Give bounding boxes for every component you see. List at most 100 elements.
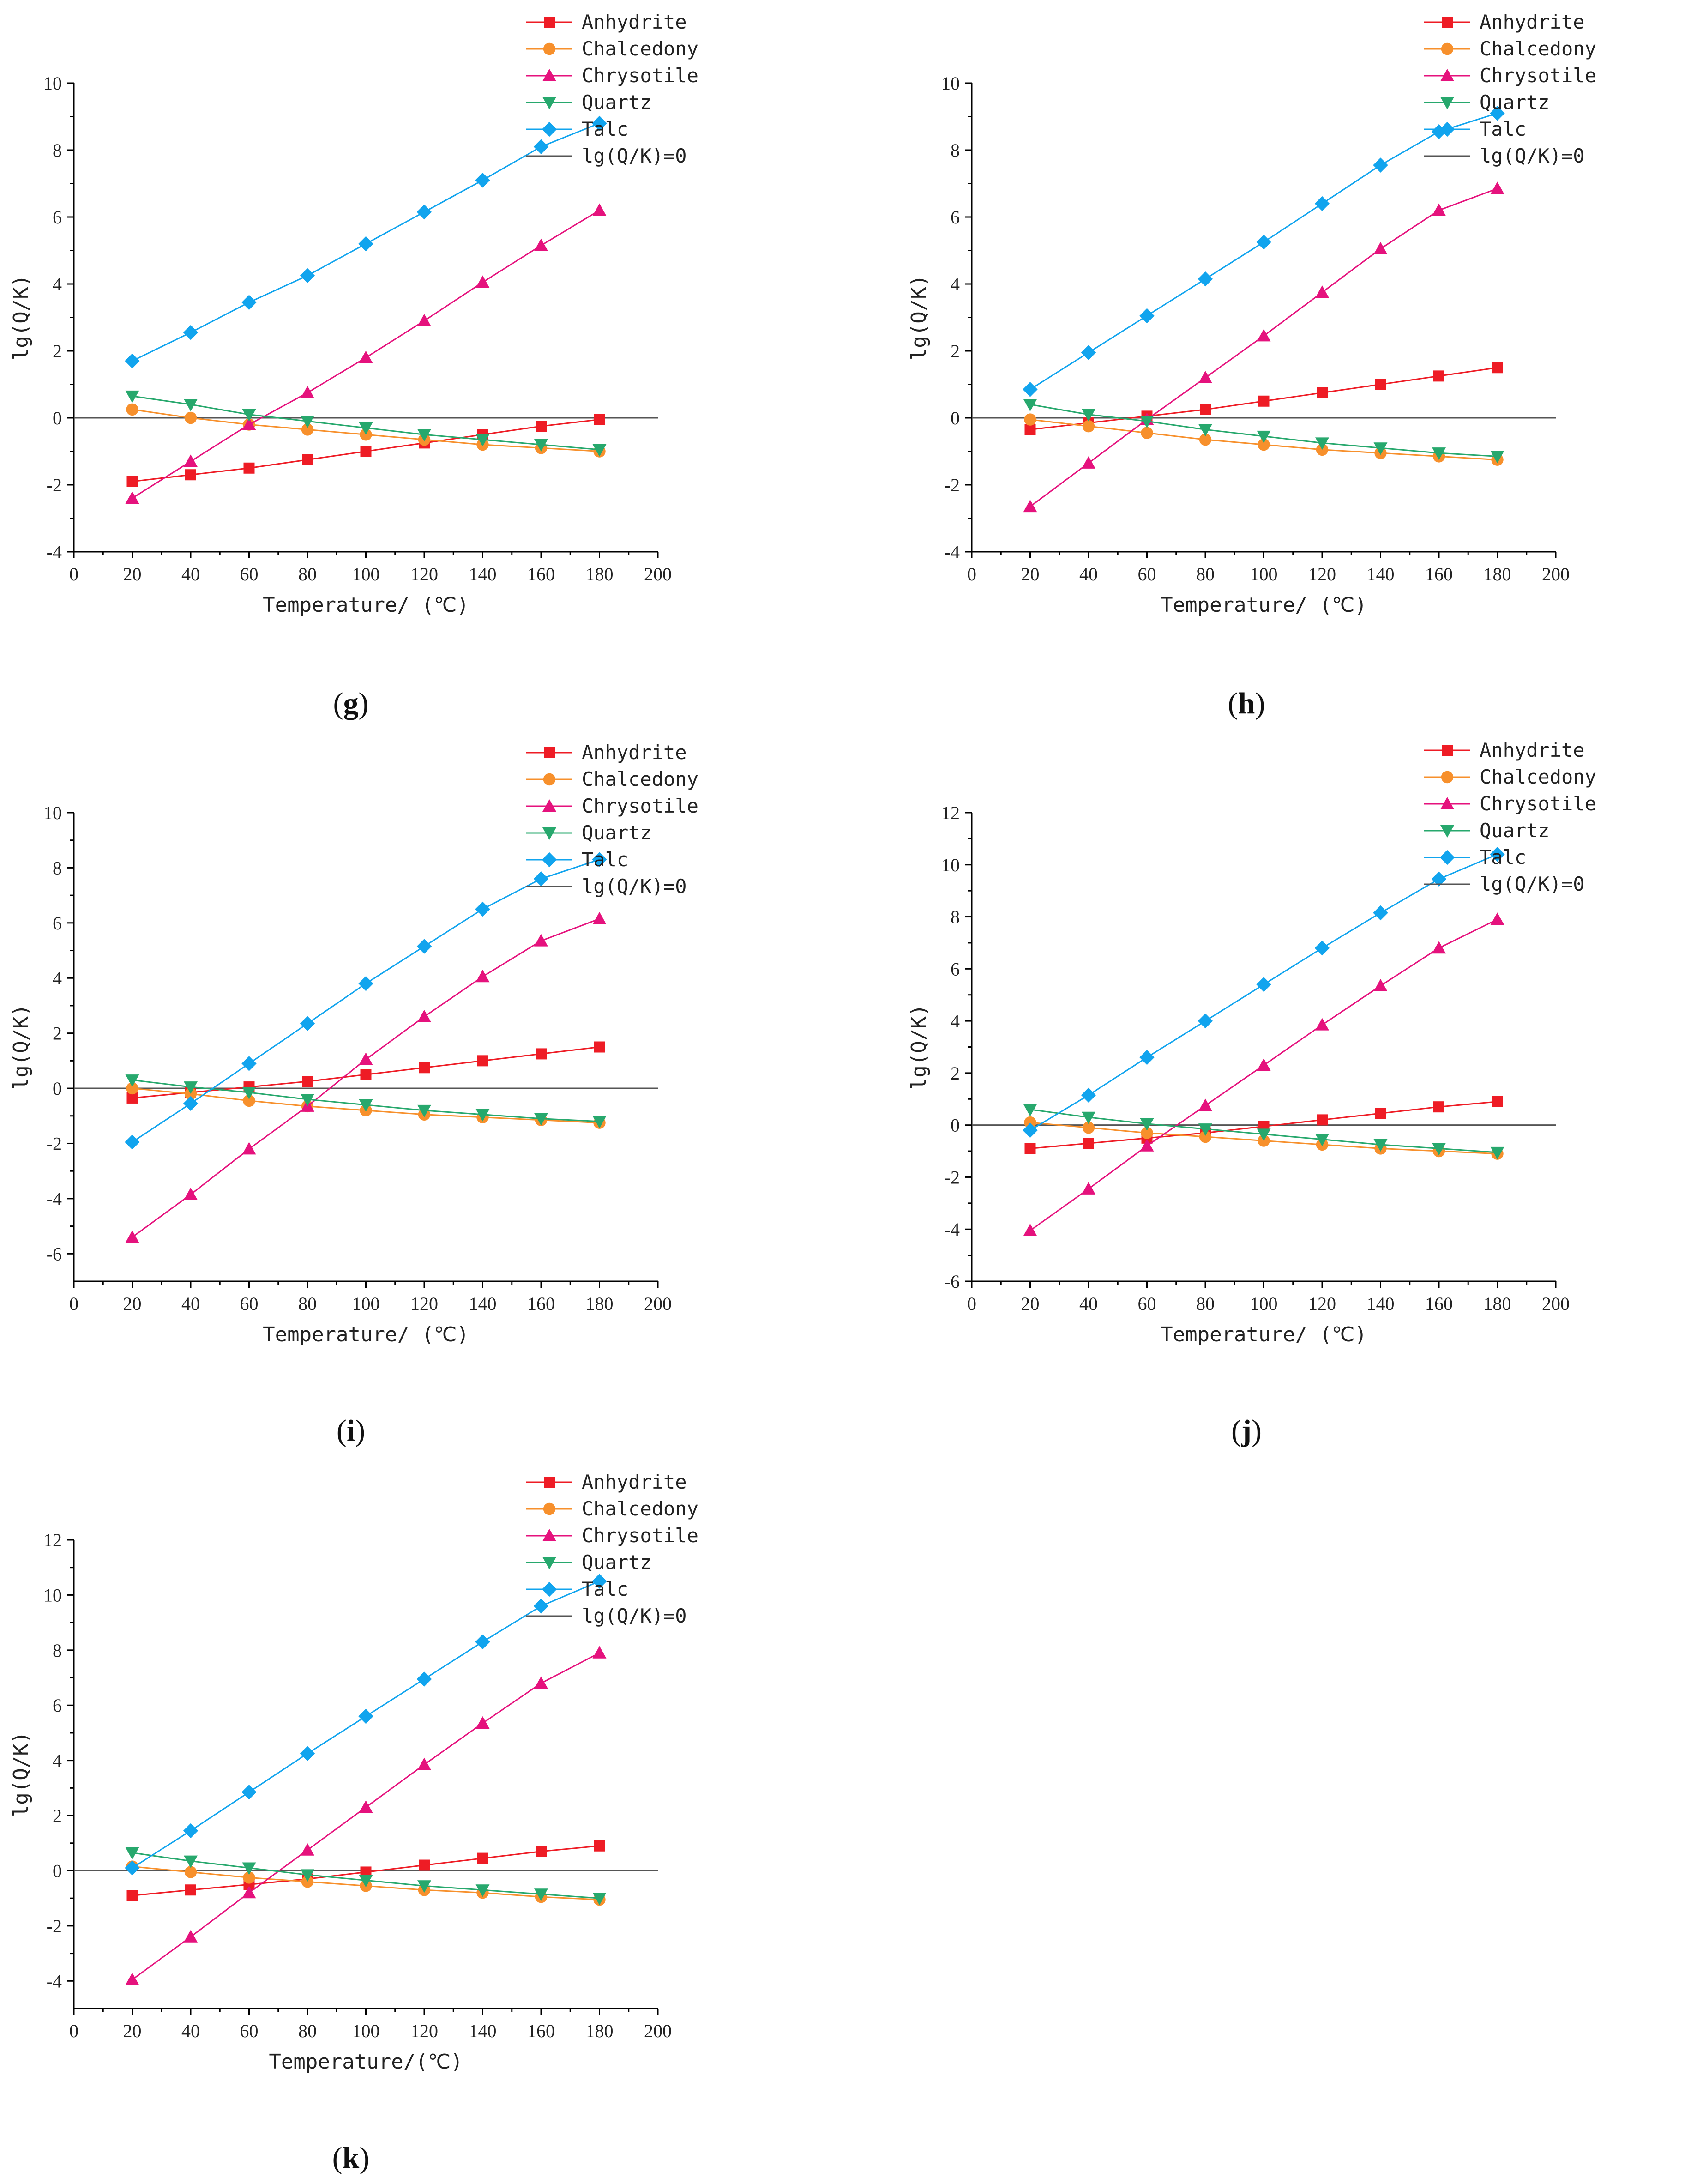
y-tick-label: 10 xyxy=(43,802,62,823)
panel-label: (k) xyxy=(332,2141,370,2175)
data-point-talc xyxy=(475,1634,490,1650)
x-tick-label: 120 xyxy=(410,2021,438,2041)
legend-label: Quartz xyxy=(582,1551,652,1574)
series-chrysotile xyxy=(1023,181,1504,513)
y-axis-title: lg(Q/K) xyxy=(9,275,33,360)
data-point-chalcedony xyxy=(1082,420,1095,433)
data-point-quartz xyxy=(359,1875,373,1888)
data-point-talc xyxy=(1373,157,1388,173)
legend-label: Talc xyxy=(582,118,628,140)
data-point-talc xyxy=(1081,345,1096,360)
legend-label: Chrysotile xyxy=(582,64,698,87)
legend-label: Quartz xyxy=(1480,819,1550,842)
data-point-quartz xyxy=(1373,1139,1388,1152)
data-point-talc xyxy=(1139,1050,1155,1065)
data-point-talc xyxy=(183,1823,199,1839)
data-point-talc xyxy=(533,871,549,887)
chart-panel-i: 0 20 40 60 80 100 120 140 160 180 200 -6 -4 -2 0 2 4 6 8 10… xyxy=(9,741,698,1448)
y-tick-label: -4 xyxy=(945,542,960,562)
data-point-quartz xyxy=(242,409,256,422)
y-tick-label: 6 xyxy=(53,913,62,934)
legend-marker xyxy=(1439,850,1455,865)
legend-label: Chrysotile xyxy=(582,1524,698,1547)
data-point-chrysotile xyxy=(592,1646,607,1659)
y-tick-label: 10 xyxy=(43,73,62,94)
data-point-chrysotile xyxy=(475,1716,490,1729)
x-tick-label: 140 xyxy=(469,2021,497,2041)
x-tick-label: 60 xyxy=(240,1293,259,1314)
x-tick-label: 140 xyxy=(1367,1293,1395,1314)
data-point-talc xyxy=(125,1860,140,1876)
x-tick-label: 80 xyxy=(1196,1293,1215,1314)
data-point-chrysotile xyxy=(592,911,607,924)
x-tick-label: 140 xyxy=(469,564,497,585)
x-tick-label: 40 xyxy=(181,564,200,585)
series-anhydrite xyxy=(1024,362,1503,435)
x-tick-label: 160 xyxy=(527,1293,555,1314)
data-point-anhydrite xyxy=(1375,379,1386,390)
panel-label: (i) xyxy=(337,1414,365,1448)
data-point-chalcedony xyxy=(1258,438,1270,451)
x-tick-label: 120 xyxy=(410,564,438,585)
data-point-chrysotile xyxy=(125,1973,139,1985)
x-tick-label: 40 xyxy=(181,1293,200,1314)
x-tick-label: 160 xyxy=(527,564,555,585)
data-point-anhydrite xyxy=(302,454,313,465)
data-point-anhydrite xyxy=(477,1852,488,1864)
data-point-chrysotile xyxy=(1140,1139,1154,1152)
data-point-chrysotile xyxy=(475,275,490,288)
data-point-talc xyxy=(1490,106,1505,121)
x-tick-label: 180 xyxy=(586,2021,614,2041)
data-point-chrysotile xyxy=(301,1843,314,1856)
x-tick-label: 120 xyxy=(1308,564,1336,585)
data-point-anhydrite xyxy=(594,1041,605,1053)
data-point-chrysotile xyxy=(184,1187,198,1200)
data-point-talc xyxy=(416,939,432,954)
legend-label: Talc xyxy=(582,1578,628,1600)
x-tick-label: 100 xyxy=(352,1293,380,1314)
x-tick-label: 140 xyxy=(1367,564,1395,585)
series-quartz xyxy=(1023,399,1504,464)
x-tick-label: 100 xyxy=(352,2021,380,2041)
data-point-quartz xyxy=(359,422,373,435)
y-tick-label: -6 xyxy=(47,1243,62,1264)
data-point-chalcedony xyxy=(1024,1116,1036,1129)
data-point-quartz xyxy=(1140,416,1154,428)
x-tick-label: 200 xyxy=(1542,1293,1570,1314)
data-point-quartz xyxy=(359,1099,373,1112)
y-tick-label: 0 xyxy=(53,408,62,428)
data-point-anhydrite xyxy=(1492,362,1503,374)
data-point-anhydrite xyxy=(1375,1108,1386,1119)
x-tick-label: 100 xyxy=(1250,564,1278,585)
series-talc xyxy=(125,1574,607,1876)
panel-label: (j) xyxy=(1231,1414,1262,1448)
y-tick-label: 2 xyxy=(53,1023,62,1044)
legend-label: Talc xyxy=(582,848,628,871)
data-point-chalcedony xyxy=(184,1866,197,1878)
data-point-chalcedony xyxy=(126,403,138,416)
data-point-quartz xyxy=(1082,409,1095,422)
x-tick-label: 20 xyxy=(1021,1293,1040,1314)
legend-marker xyxy=(542,69,556,81)
legend-label: Quartz xyxy=(582,821,652,844)
x-tick-label: 200 xyxy=(644,564,672,585)
data-point-chrysotile xyxy=(184,454,198,467)
data-point-quartz xyxy=(534,1888,548,1901)
data-point-talc xyxy=(1023,1122,1038,1138)
series-talc xyxy=(125,852,607,1150)
data-point-quartz xyxy=(125,1074,139,1087)
data-point-talc xyxy=(241,1056,257,1071)
data-point-talc xyxy=(1139,308,1155,324)
y-tick-label: -2 xyxy=(47,1133,62,1154)
series-talc xyxy=(1023,847,1505,1138)
data-point-talc xyxy=(1198,271,1213,287)
x-tick-label: 160 xyxy=(527,2021,555,2041)
data-point-anhydrite xyxy=(185,469,196,481)
legend-marker xyxy=(1442,745,1453,756)
data-point-quartz xyxy=(1023,1104,1037,1116)
data-point-quartz xyxy=(184,1081,198,1094)
legend-label: Anhydrite xyxy=(582,1471,687,1493)
x-tick-label: 160 xyxy=(1425,564,1453,585)
legend-marker xyxy=(543,42,556,55)
